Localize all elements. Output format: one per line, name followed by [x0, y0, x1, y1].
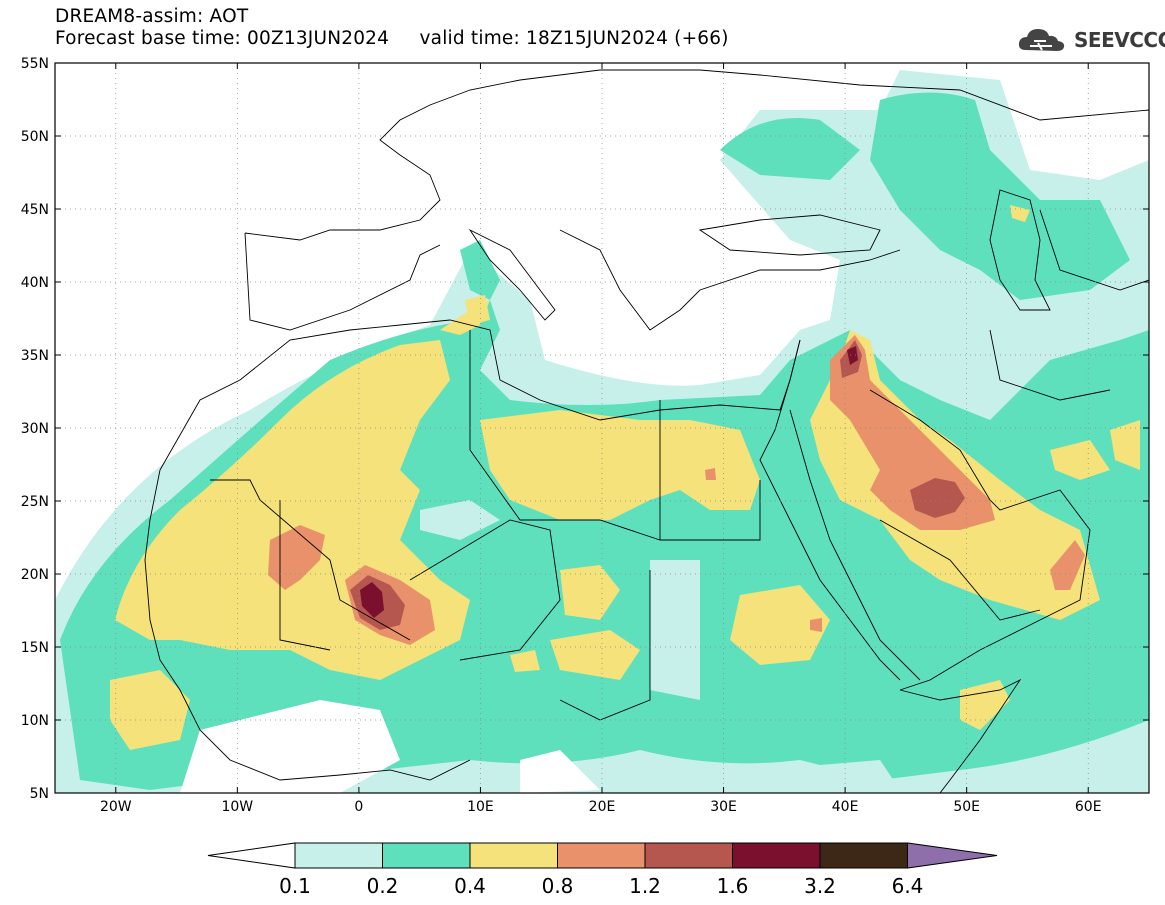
title-line1: DREAM8-assim: AOT [55, 6, 249, 27]
lon-label: 30E [710, 799, 737, 815]
lat-label: 55N [21, 56, 49, 72]
base-time: Forecast base time: 00Z13JUN2024 [55, 28, 390, 49]
colorbar-labels: 0.1 0.2 0.4 0.8 1.2 1.6 3.2 6.4 [279, 874, 923, 898]
lat-labels: 55N 50N 45N 40N 35N 30N 25N 20N 15N 10N 5N [21, 56, 49, 802]
lon-label: 20E [589, 799, 616, 815]
colorbar-min-arrow [207, 842, 296, 869]
colorbar-box [819, 842, 908, 869]
seevccc-logo: SEEVCCC [1016, 24, 1165, 56]
lat-label: 45N [21, 202, 49, 218]
gridlines [55, 63, 1149, 793]
title-line2: Forecast base time: 00Z13JUN2024 valid t… [55, 28, 729, 50]
colorbar-label: 0.8 [542, 874, 574, 898]
lat-label: 10N [21, 713, 49, 729]
colorbar-box [557, 842, 646, 869]
coastlines [144, 69, 1149, 793]
lon-label: 20W [100, 799, 132, 815]
aot-clear [180, 700, 600, 793]
colorbar-label: 0.2 [367, 874, 399, 898]
lat-label: 20N [21, 567, 49, 583]
logo-text: SEEVCCC [1074, 28, 1165, 52]
aot-holes [420, 500, 900, 793]
colorbar-label: 1.2 [629, 874, 661, 898]
lon-label: 10E [467, 799, 494, 815]
lat-label: 35N [21, 348, 49, 364]
colorbar-label: 3.2 [804, 874, 836, 898]
valid-time: valid time: 18Z15JUN2024 (+66) [419, 28, 729, 49]
lon-label: 50E [953, 799, 980, 815]
lat-label: 25N [21, 494, 49, 510]
colorbar-label: 0.4 [454, 874, 486, 898]
colorbar-box [382, 842, 471, 869]
colorbar-box [294, 842, 383, 869]
lon-label: 60E [1075, 799, 1102, 815]
lon-label: 40E [832, 799, 859, 815]
colorbar-label: 1.6 [717, 874, 749, 898]
map-header: DREAM8-assim: AOT Forecast base time: 00… [55, 6, 729, 50]
colorbar-max-arrow [907, 842, 998, 869]
lat-label: 40N [21, 275, 49, 291]
lon-labels: 20W 10W 0 10E 20E 30E 40E 50E 60E [100, 799, 1102, 815]
colorbar-box [469, 842, 558, 869]
colorbar-label: 0.1 [279, 874, 311, 898]
lon-label: 10W [221, 799, 253, 815]
colorbar-boxes [207, 842, 998, 869]
colorbar-box [732, 842, 821, 869]
lon-label: 0 [354, 799, 363, 815]
lat-label: 30N [21, 421, 49, 437]
lat-label: 15N [21, 640, 49, 656]
colorbar-label: 6.4 [892, 874, 924, 898]
cloud-icon [1018, 29, 1065, 51]
axis-ticks [55, 62, 1149, 794]
colorbar-box [644, 842, 733, 869]
lat-label: 50N [21, 129, 49, 145]
aot-level-1.6 [360, 346, 858, 618]
lat-label: 5N [30, 786, 49, 802]
